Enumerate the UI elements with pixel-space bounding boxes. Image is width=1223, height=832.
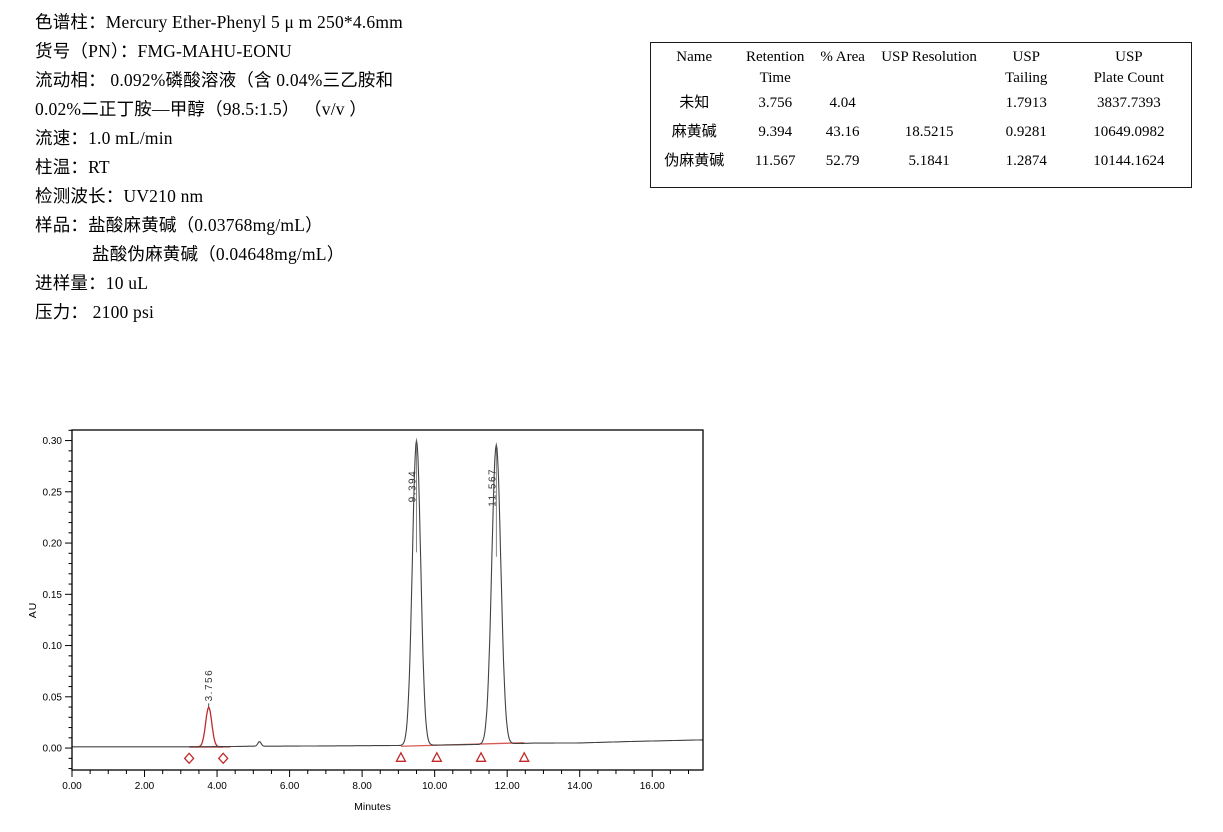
svg-text:6.00: 6.00 <box>280 781 300 792</box>
condition-line-column: 色谱柱：Mercury Ether-Phenyl 5 μ m 250*4.6mm <box>35 12 403 32</box>
table-cell: 0.9281 <box>1005 124 1047 140</box>
condition-line-part-number: 货号（PN）：FMG-MAHU-EONU <box>35 41 292 61</box>
column-header-area-2 <box>813 68 872 89</box>
svg-text:0.25: 0.25 <box>43 487 63 498</box>
table-cell: 伪麻黄碱 <box>664 153 725 169</box>
table-header-row-2: Time Tailing Plate Count <box>651 68 1191 89</box>
condition-line-mobile-phase: 流动相： 0.092%磷酸溶液（含 0.04%三乙胺和 <box>35 70 394 90</box>
table-cell: 18.5215 <box>904 124 954 140</box>
condition-line-flow-rate: 流速：1.0 mL/min <box>35 128 173 148</box>
table-row-unknown: 未知 3.756 4.04 1.7913 3837.7393 <box>651 89 1191 118</box>
condition-line-detection-wavelength: 检测波长：UV210 nm <box>35 186 204 206</box>
svg-text:0.05: 0.05 <box>43 692 63 703</box>
table-cell: 未知 <box>679 95 710 111</box>
column-header-usp-tailing: USP <box>1012 49 1041 65</box>
table-cell: 麻黄碱 <box>671 124 717 140</box>
svg-text:10.00: 10.00 <box>422 781 447 792</box>
svg-text:16.00: 16.00 <box>640 781 665 792</box>
table-cell: 4.04 <box>829 95 856 111</box>
table-row-ephedrine: 麻黄碱 9.394 43.16 18.5215 0.9281 10649.098… <box>651 118 1191 147</box>
table-cell: 11.567 <box>754 153 796 169</box>
column-header-name: Name <box>676 49 713 65</box>
chromatogram: 3.756 9.394 11.567 0.00 2.00 4.00 6.00 8.00 10.0… <box>20 420 720 825</box>
condition-line-mobile-phase-cont: 0.02%二正丁胺—甲醇（98.5:1.5） （v/v ） <box>35 99 367 119</box>
condition-line-column-temp: 柱温：RT <box>35 157 110 177</box>
table-cell: 3.756 <box>758 95 793 111</box>
column-header-retention-2: Time <box>759 70 791 86</box>
svg-text:9.394: 9.394 <box>408 470 419 503</box>
table-cell: 3837.7393 <box>1097 95 1161 111</box>
table-cell: 10144.1624 <box>1093 153 1165 169</box>
svg-text:11.567: 11.567 <box>487 468 498 507</box>
condition-line-sample-1: 样品：盐酸麻黄碱（0.03768mg/mL） <box>35 215 323 235</box>
table-cell: 1.7913 <box>1005 95 1047 111</box>
svg-text:Minutes: Minutes <box>354 801 391 813</box>
table-cell: 10649.0982 <box>1093 124 1165 140</box>
column-header-usp-resolution: USP Resolution <box>881 49 977 65</box>
column-header-name-2 <box>651 68 737 89</box>
svg-text:0.10: 0.10 <box>43 641 63 652</box>
column-header-usp-resolution-2 <box>872 68 985 89</box>
svg-text:12.00: 12.00 <box>495 781 520 792</box>
chromatography-conditions: 色谱柱：Mercury Ether-Phenyl 5 μ m 250*4.6mm… <box>35 8 635 327</box>
column-header-usp-plate-count-2: Plate Count <box>1093 70 1165 86</box>
column-header-usp-tailing-2: Tailing <box>1005 70 1048 86</box>
table-cell: 5.1841 <box>908 153 950 169</box>
table-cell <box>872 89 985 118</box>
svg-text:2.00: 2.00 <box>135 781 155 792</box>
condition-line-injection-volume: 进样量：10 uL <box>35 273 149 293</box>
table-row-pseudoephedrine: 伪麻黄碱 11.567 52.79 5.1841 1.2874 10144.16… <box>651 147 1191 176</box>
svg-text:14.00: 14.00 <box>567 781 592 792</box>
chromatogram-svg: 3.756 9.394 11.567 0.00 2.00 4.00 6.00 8.00 10.0… <box>27 429 704 813</box>
column-header-area: % Area <box>820 49 865 65</box>
svg-text:0.00: 0.00 <box>62 781 82 792</box>
svg-text:AU: AU <box>27 602 39 619</box>
column-header-usp-plate-count: USP <box>1115 49 1143 65</box>
svg-text:4.00: 4.00 <box>207 781 227 792</box>
table-cell: 9.394 <box>758 124 793 140</box>
svg-text:0.15: 0.15 <box>43 590 63 601</box>
svg-text:8.00: 8.00 <box>352 781 372 792</box>
svg-text:0.20: 0.20 <box>43 539 63 550</box>
condition-line-sample-2: 盐酸伪麻黄碱（0.04648mg/mL） <box>92 244 345 264</box>
svg-text:0.30: 0.30 <box>43 436 63 447</box>
table-cell: 52.79 <box>825 153 860 169</box>
svg-text:3.756: 3.756 <box>204 669 215 702</box>
svg-text:0.00: 0.00 <box>43 744 63 755</box>
table-cell: 43.16 <box>825 124 860 140</box>
peak-results-table: Name Retention % Area USP Resolution USP… <box>650 42 1192 188</box>
column-header-retention: Retention <box>746 49 805 65</box>
condition-line-pressure: 压力： 2100 psi <box>35 302 155 322</box>
table-cell: 1.2874 <box>1005 153 1047 169</box>
table-header-row-1: Name Retention % Area USP Resolution USP… <box>651 47 1191 68</box>
